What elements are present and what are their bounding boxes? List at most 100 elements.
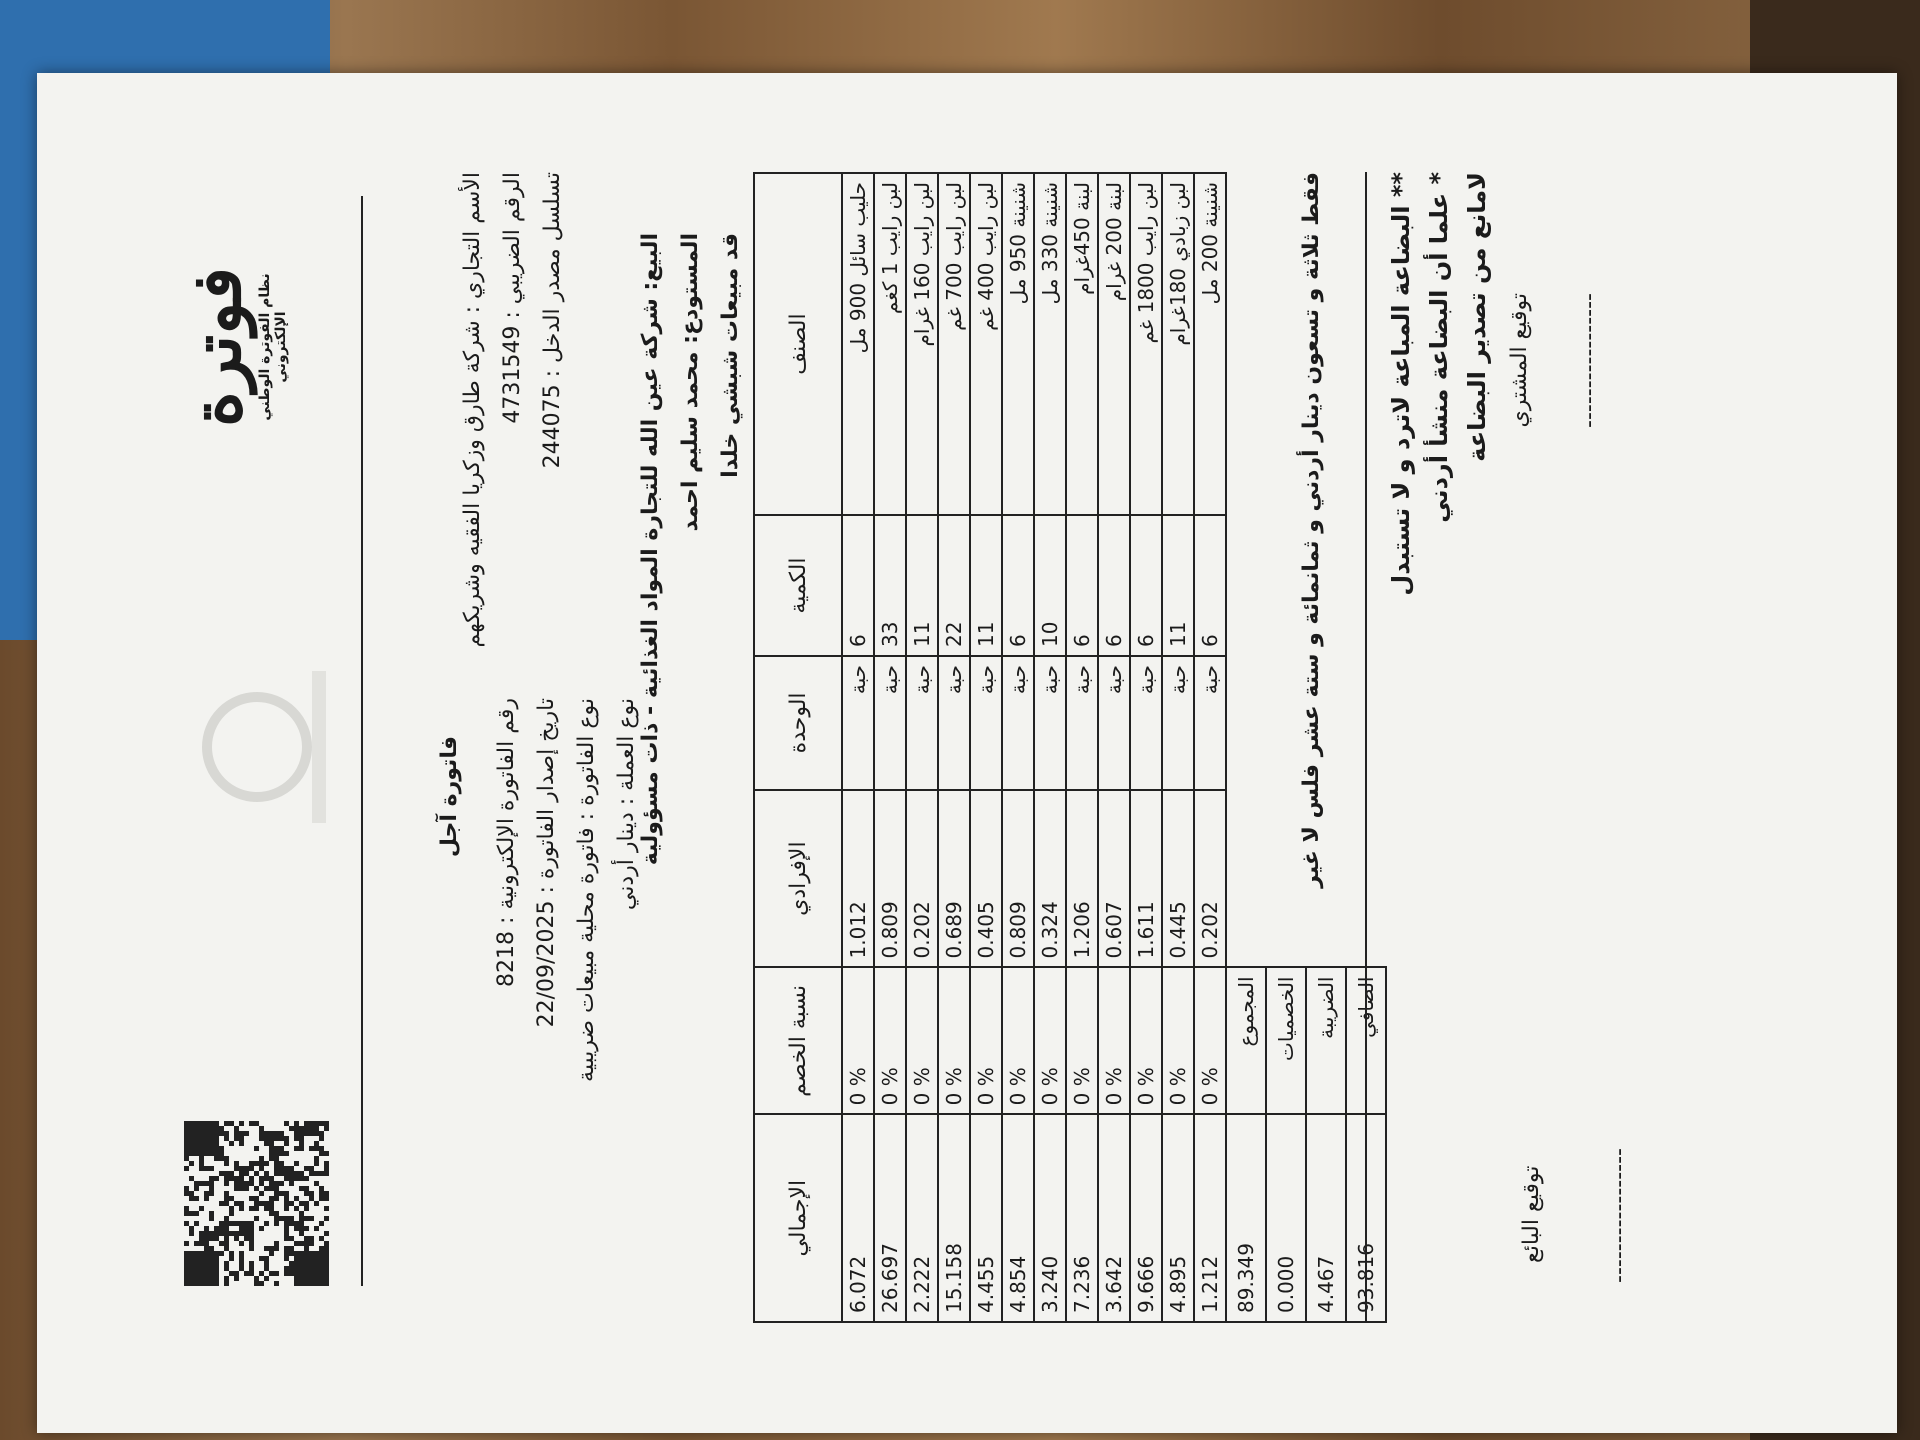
qr-module <box>219 1131 224 1136</box>
qr-module <box>204 1141 209 1146</box>
qr-module <box>289 1201 294 1206</box>
qr-module <box>239 1201 244 1206</box>
qr-module <box>274 1181 279 1186</box>
qr-module <box>299 1251 304 1256</box>
qr-module <box>284 1206 289 1211</box>
qr-module <box>249 1226 254 1231</box>
logo-subtitle: نظام الفوترة الوطني الإلكتروني <box>257 273 289 421</box>
qr-module <box>229 1256 234 1261</box>
qr-module <box>204 1226 209 1231</box>
qr-module <box>229 1196 234 1201</box>
qr-module <box>324 1216 329 1221</box>
qr-module <box>214 1176 219 1181</box>
item-row: لبن رايب 700 غم 22 حبة 0.689 0 % 15.158 <box>938 173 970 1322</box>
qr-module <box>294 1196 299 1201</box>
qr-module <box>234 1201 239 1206</box>
qr-module <box>209 1121 214 1126</box>
qr-module <box>319 1196 324 1201</box>
cell: 0 % <box>1098 967 1130 1115</box>
field-value: محمد سليم احمد <box>678 351 703 532</box>
qr-module <box>184 1281 189 1286</box>
qr-module <box>234 1166 239 1171</box>
qr-module <box>244 1171 249 1176</box>
qr-module <box>219 1221 224 1226</box>
qr-module <box>199 1241 204 1246</box>
qr-module <box>314 1121 319 1126</box>
qr-module <box>324 1281 329 1286</box>
cell: 4.854 <box>1002 1114 1034 1322</box>
qr-module <box>299 1216 304 1221</box>
qr-module <box>204 1281 209 1286</box>
qr-module <box>224 1131 229 1136</box>
watermark <box>202 671 326 823</box>
cell: لبنة 200 غرام <box>1098 173 1130 516</box>
invoice-paper: فوترة نظام الفوترة الوطني الإلكتروني الأ… <box>37 73 1897 1433</box>
qr-module <box>289 1166 294 1171</box>
qr-module <box>324 1271 329 1276</box>
qr-module <box>234 1176 239 1181</box>
qr-module <box>184 1121 189 1126</box>
qr-module <box>194 1126 199 1131</box>
qr-module <box>204 1241 209 1246</box>
qr-module <box>189 1276 194 1281</box>
qr-module <box>264 1276 269 1281</box>
qr-module <box>184 1141 189 1146</box>
qr-module <box>269 1186 274 1191</box>
qr-module <box>249 1166 254 1171</box>
qr-module <box>254 1281 259 1286</box>
qr-module <box>204 1276 209 1281</box>
total-label: المجموع <box>1226 967 1266 1115</box>
qr-module <box>314 1126 319 1131</box>
qr-module <box>184 1166 189 1171</box>
qr-module <box>309 1146 314 1151</box>
qr-module <box>249 1206 254 1211</box>
qr-module <box>224 1161 229 1166</box>
qr-module <box>314 1256 319 1261</box>
qr-module <box>264 1136 269 1141</box>
qr-module <box>299 1281 304 1286</box>
qr-module <box>309 1131 314 1136</box>
item-row: لبن رايب 400 غم 11 حبة 0.405 0 % 4.455 <box>970 173 1002 1322</box>
qr-module <box>184 1221 189 1226</box>
qr-module <box>279 1181 284 1186</box>
qr-module <box>199 1271 204 1276</box>
qr-module <box>189 1131 194 1136</box>
qr-module <box>249 1221 254 1226</box>
qr-module <box>189 1121 194 1126</box>
qr-module <box>214 1256 219 1261</box>
qr-module <box>274 1171 279 1176</box>
qr-module <box>189 1251 194 1256</box>
qr-module <box>324 1251 329 1256</box>
field-label: الأسم التجاري : <box>460 172 485 314</box>
qr-module <box>254 1196 259 1201</box>
cell: 0.202 <box>906 789 938 968</box>
field-label: تاريخ إصدار الفاتورة : <box>534 698 559 894</box>
qr-module <box>189 1191 194 1196</box>
qr-module <box>199 1156 204 1161</box>
qr-module <box>324 1191 329 1196</box>
qr-module <box>294 1126 299 1131</box>
qr-module <box>249 1266 254 1271</box>
qr-module <box>309 1191 314 1196</box>
cell: 0.689 <box>938 789 970 968</box>
qr-module <box>314 1161 319 1166</box>
qr-module <box>299 1271 304 1276</box>
qr-module <box>314 1226 319 1231</box>
qr-module <box>299 1136 304 1141</box>
qr-module <box>199 1136 204 1141</box>
qr-module <box>309 1251 314 1256</box>
qr-module <box>324 1166 329 1171</box>
cell: حليب سائل 900 مل <box>842 173 874 516</box>
qr-module <box>264 1201 269 1206</box>
qr-module <box>259 1281 264 1286</box>
qr-module <box>244 1181 249 1186</box>
qr-module <box>304 1251 309 1256</box>
cell: حبة <box>874 655 906 790</box>
qr-module <box>204 1166 209 1171</box>
qr-module <box>239 1221 244 1226</box>
qr-module <box>304 1176 309 1181</box>
qr-module <box>204 1261 209 1266</box>
cell: 10 <box>1034 515 1066 656</box>
qr-module <box>289 1221 294 1226</box>
qr-module <box>209 1146 214 1151</box>
